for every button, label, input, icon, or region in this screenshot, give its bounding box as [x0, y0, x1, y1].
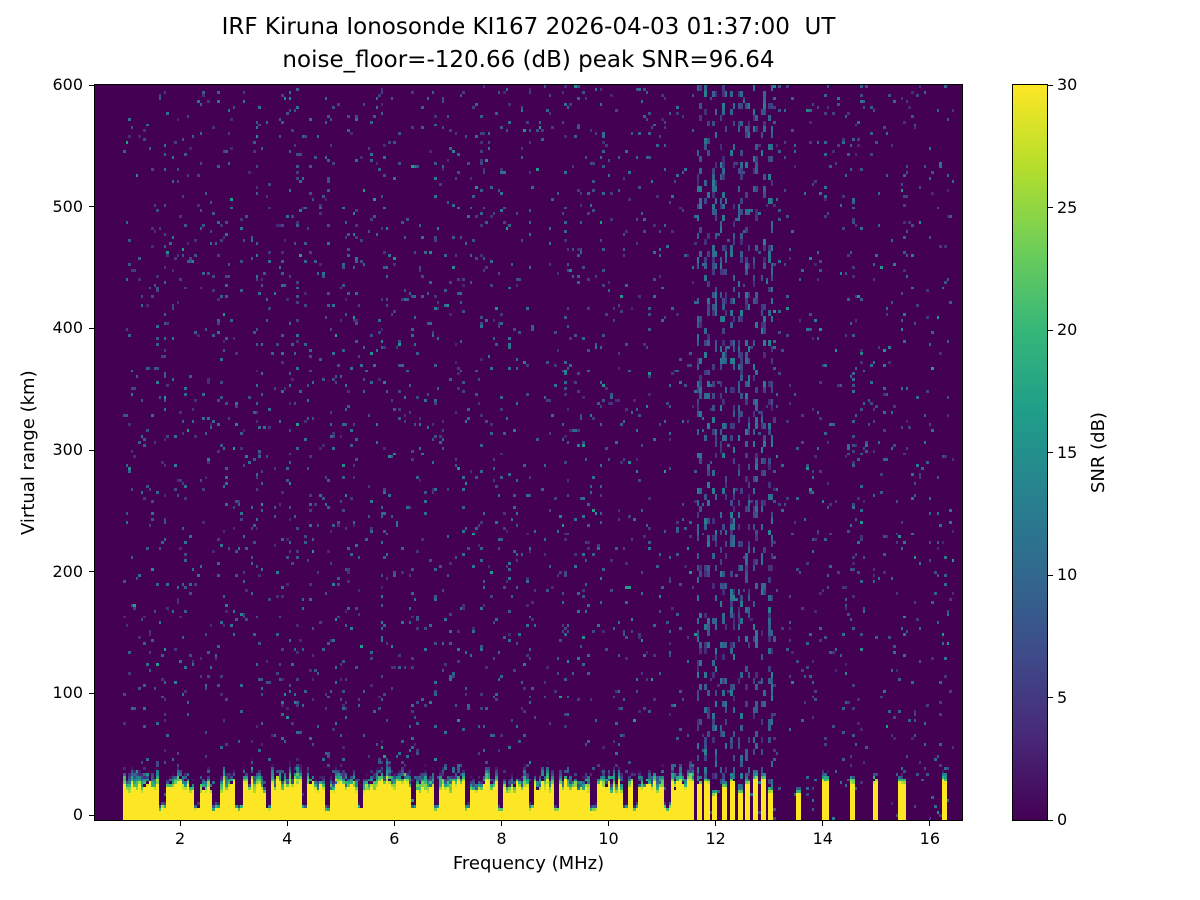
x-tick-label: 10: [598, 829, 619, 848]
y-tick-mark: [89, 206, 94, 208]
y-tick-mark: [89, 692, 94, 694]
colorbar-tick-mark: [1048, 84, 1053, 86]
chart-subtitle: noise_floor=-120.66 (dB) peak SNR=96.64: [282, 47, 775, 73]
colorbar-tick-label: 5: [1057, 687, 1068, 707]
y-tick-mark: [89, 571, 94, 573]
colorbar-tick-mark: [1048, 697, 1053, 698]
colorbar-tick-label: 20: [1057, 320, 1078, 339]
y-tick-label: 0: [72, 805, 83, 825]
x-tick-label: 16: [919, 829, 941, 848]
y-tick-label: 300: [52, 440, 83, 460]
colorbar-tick-label: 0: [1057, 810, 1068, 829]
y-tick-mark: [89, 449, 94, 451]
colorbar-tick-label: 30: [1057, 75, 1078, 94]
colorbar-tick-mark: [1048, 207, 1053, 208]
x-tick-mark: [608, 821, 610, 826]
x-tick-mark: [179, 821, 181, 826]
x-tick-label: 2: [175, 829, 186, 848]
colorbar-tick-label: 10: [1057, 565, 1078, 584]
y-tick-label: 500: [52, 196, 83, 216]
colorbar-tick-label: 15: [1057, 442, 1078, 462]
y-tick-label: 200: [52, 561, 83, 581]
colorbar-tick-mark: [1048, 329, 1053, 331]
x-tick-label: 12: [705, 829, 726, 848]
x-tick-mark: [929, 821, 931, 826]
y-tick-label: 600: [52, 75, 83, 94]
colorbar-tick-label: 25: [1057, 197, 1078, 217]
x-tick-mark: [286, 821, 288, 826]
colorbar-tick-mark: [1048, 574, 1053, 576]
x-tick-mark: [500, 821, 502, 826]
colorbar-tick-mark: [1048, 819, 1053, 821]
y-tick-label: 100: [52, 683, 83, 703]
heatmap-plot-area: [94, 84, 963, 821]
y-tick-mark: [89, 84, 94, 86]
chart-title: IRF Kiruna Ionosonde KI167 2026-04-03 01…: [221, 14, 836, 40]
y-tick-label: 400: [52, 318, 83, 338]
x-tick-mark: [822, 821, 824, 826]
x-axis-label: Frequency (MHz): [452, 853, 605, 874]
colorbar-tick-mark: [1048, 452, 1053, 453]
x-tick-label: 4: [282, 829, 293, 848]
y-tick-mark: [89, 814, 94, 816]
x-tick-mark: [393, 821, 395, 826]
colorbar: [1012, 84, 1048, 821]
x-tick-label: 14: [812, 829, 833, 848]
x-tick-mark: [715, 821, 717, 826]
x-tick-label: 8: [496, 829, 507, 848]
y-tick-mark: [89, 327, 94, 329]
heatmap-canvas: [95, 85, 962, 820]
x-tick-label: 6: [389, 829, 400, 848]
